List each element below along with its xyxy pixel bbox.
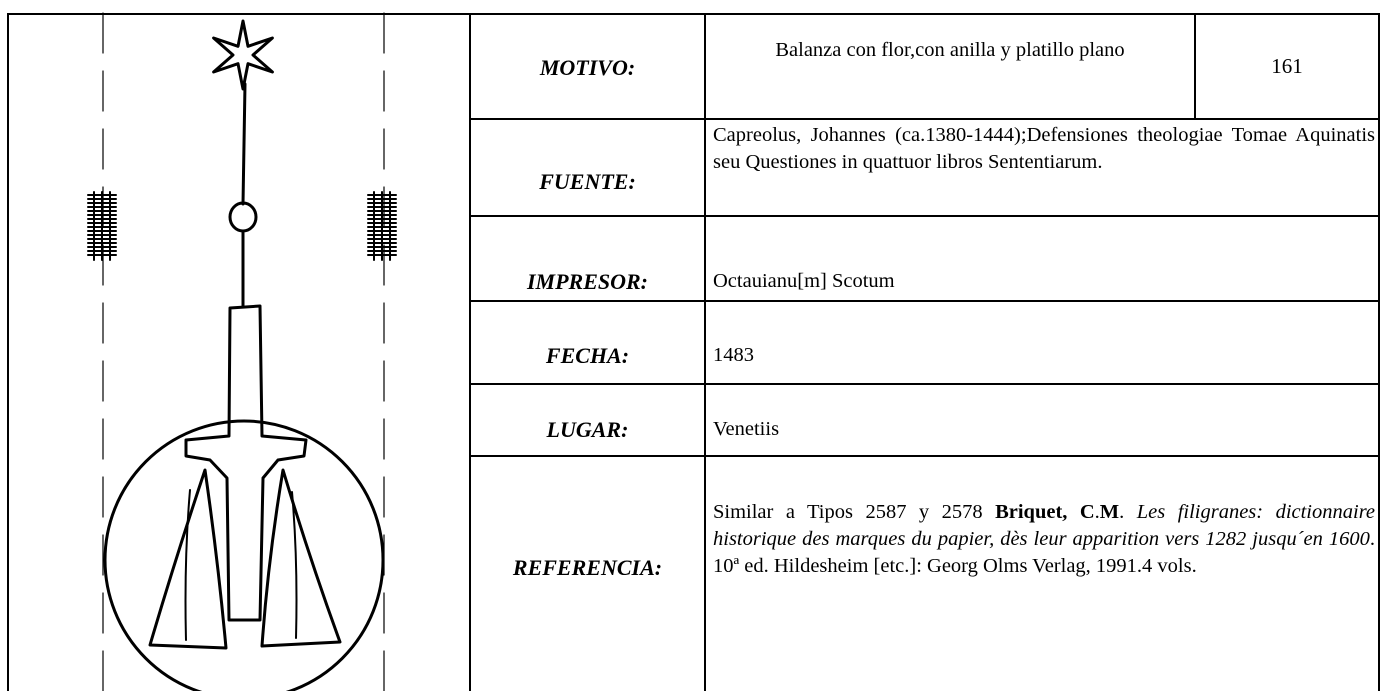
border — [7, 13, 1380, 15]
chain-lines — [87, 191, 397, 261]
code: 161 — [1271, 54, 1303, 78]
row-value: 1483 — [713, 344, 754, 366]
right-pan-line — [291, 491, 298, 639]
text-run: . — [1119, 501, 1137, 523]
row-border — [469, 383, 1380, 385]
text-run: M — [1099, 501, 1120, 523]
text-run: . — [1094, 501, 1100, 523]
scale-beam — [184, 304, 308, 622]
border — [1378, 13, 1380, 691]
ring — [228, 201, 258, 233]
row-border — [469, 118, 1380, 120]
row-value: Balanza con flor,con anilla y platillo p… — [775, 39, 1125, 61]
text-run: Les filigranes: dictionnaire historique … — [713, 501, 1376, 550]
right-pan — [260, 468, 342, 648]
outer-circle — [103, 419, 385, 691]
row-label: FUENTE: — [539, 169, 636, 194]
row-label: IMPRESOR: — [526, 269, 649, 294]
border — [7, 13, 9, 691]
row-label: LUGAR: — [546, 417, 629, 442]
border — [704, 13, 706, 691]
border — [1194, 13, 1196, 118]
row-label: MOTIVO: — [539, 55, 636, 80]
row-label: REFERENCIA: — [512, 555, 663, 580]
row-border — [469, 215, 1380, 217]
text-run: . 10ª ed. Hildesheim [etc.]: Georg Olms … — [713, 528, 1375, 577]
flower — [212, 19, 274, 91]
text-run: Briquet, C — [995, 501, 1095, 523]
row-label: FECHA: — [545, 343, 630, 368]
text-run: Similar a Tipos 2587 y 2578 — [713, 501, 996, 523]
row-value: Octauianu[m] Scotum — [713, 270, 895, 292]
row-border — [469, 300, 1380, 302]
row-value: Similar a Tipos 2587 y 2578 Briquet, C.M… — [713, 499, 1375, 580]
stem-line — [241, 82, 247, 206]
border — [469, 13, 471, 691]
left-pan-line — [184, 489, 191, 641]
row-border — [469, 455, 1380, 457]
row-value: Capreolus, Johannes (ca.1380-1444);Defen… — [713, 124, 1375, 173]
left-pan — [148, 468, 228, 650]
row-value: Venetiis — [713, 418, 780, 440]
